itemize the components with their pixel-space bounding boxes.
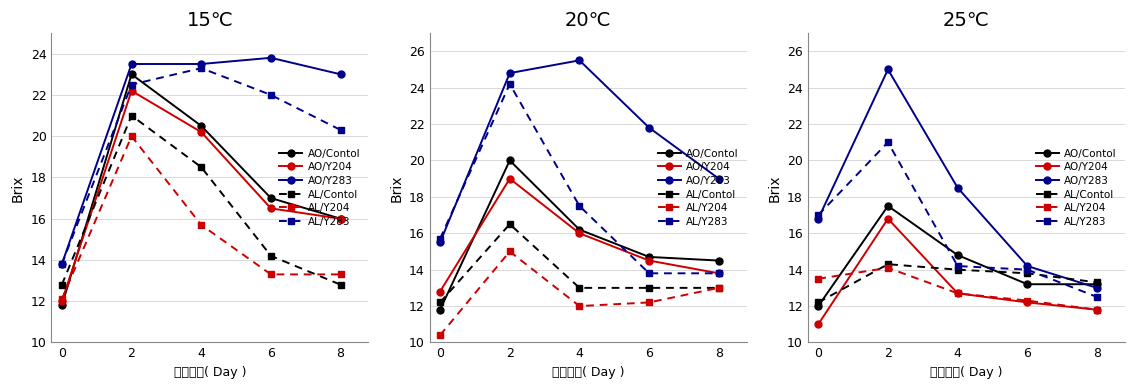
Y-axis label: Brix: Brix [390,174,403,202]
Legend: AO/Contol, AO/Y204, AO/Y283, AL/Contol, AL/Y204, AL/Y283: AO/Contol, AO/Y204, AO/Y283, AL/Contol, … [276,145,364,230]
X-axis label: 발효기간( Day ): 발효기간( Day ) [552,366,625,379]
Title: 25℃: 25℃ [943,11,989,30]
X-axis label: 발효기간( Day ): 발효기간( Day ) [930,366,1003,379]
Legend: AO/Contol, AO/Y204, AO/Y283, AL/Contol, AL/Y204, AL/Y283: AO/Contol, AO/Y204, AO/Y283, AL/Contol, … [1033,145,1120,230]
Y-axis label: Brix: Brix [768,174,782,202]
Legend: AO/Contol, AO/Y204, AO/Y283, AL/Contol, AL/Y204, AL/Y283: AO/Contol, AO/Y204, AO/Y283, AL/Contol, … [654,145,742,230]
Title: 15℃: 15℃ [186,11,233,30]
Title: 20℃: 20℃ [565,11,611,30]
Y-axis label: Brix: Brix [11,174,25,202]
X-axis label: 발효기간( Day ): 발효기간( Day ) [174,366,247,379]
